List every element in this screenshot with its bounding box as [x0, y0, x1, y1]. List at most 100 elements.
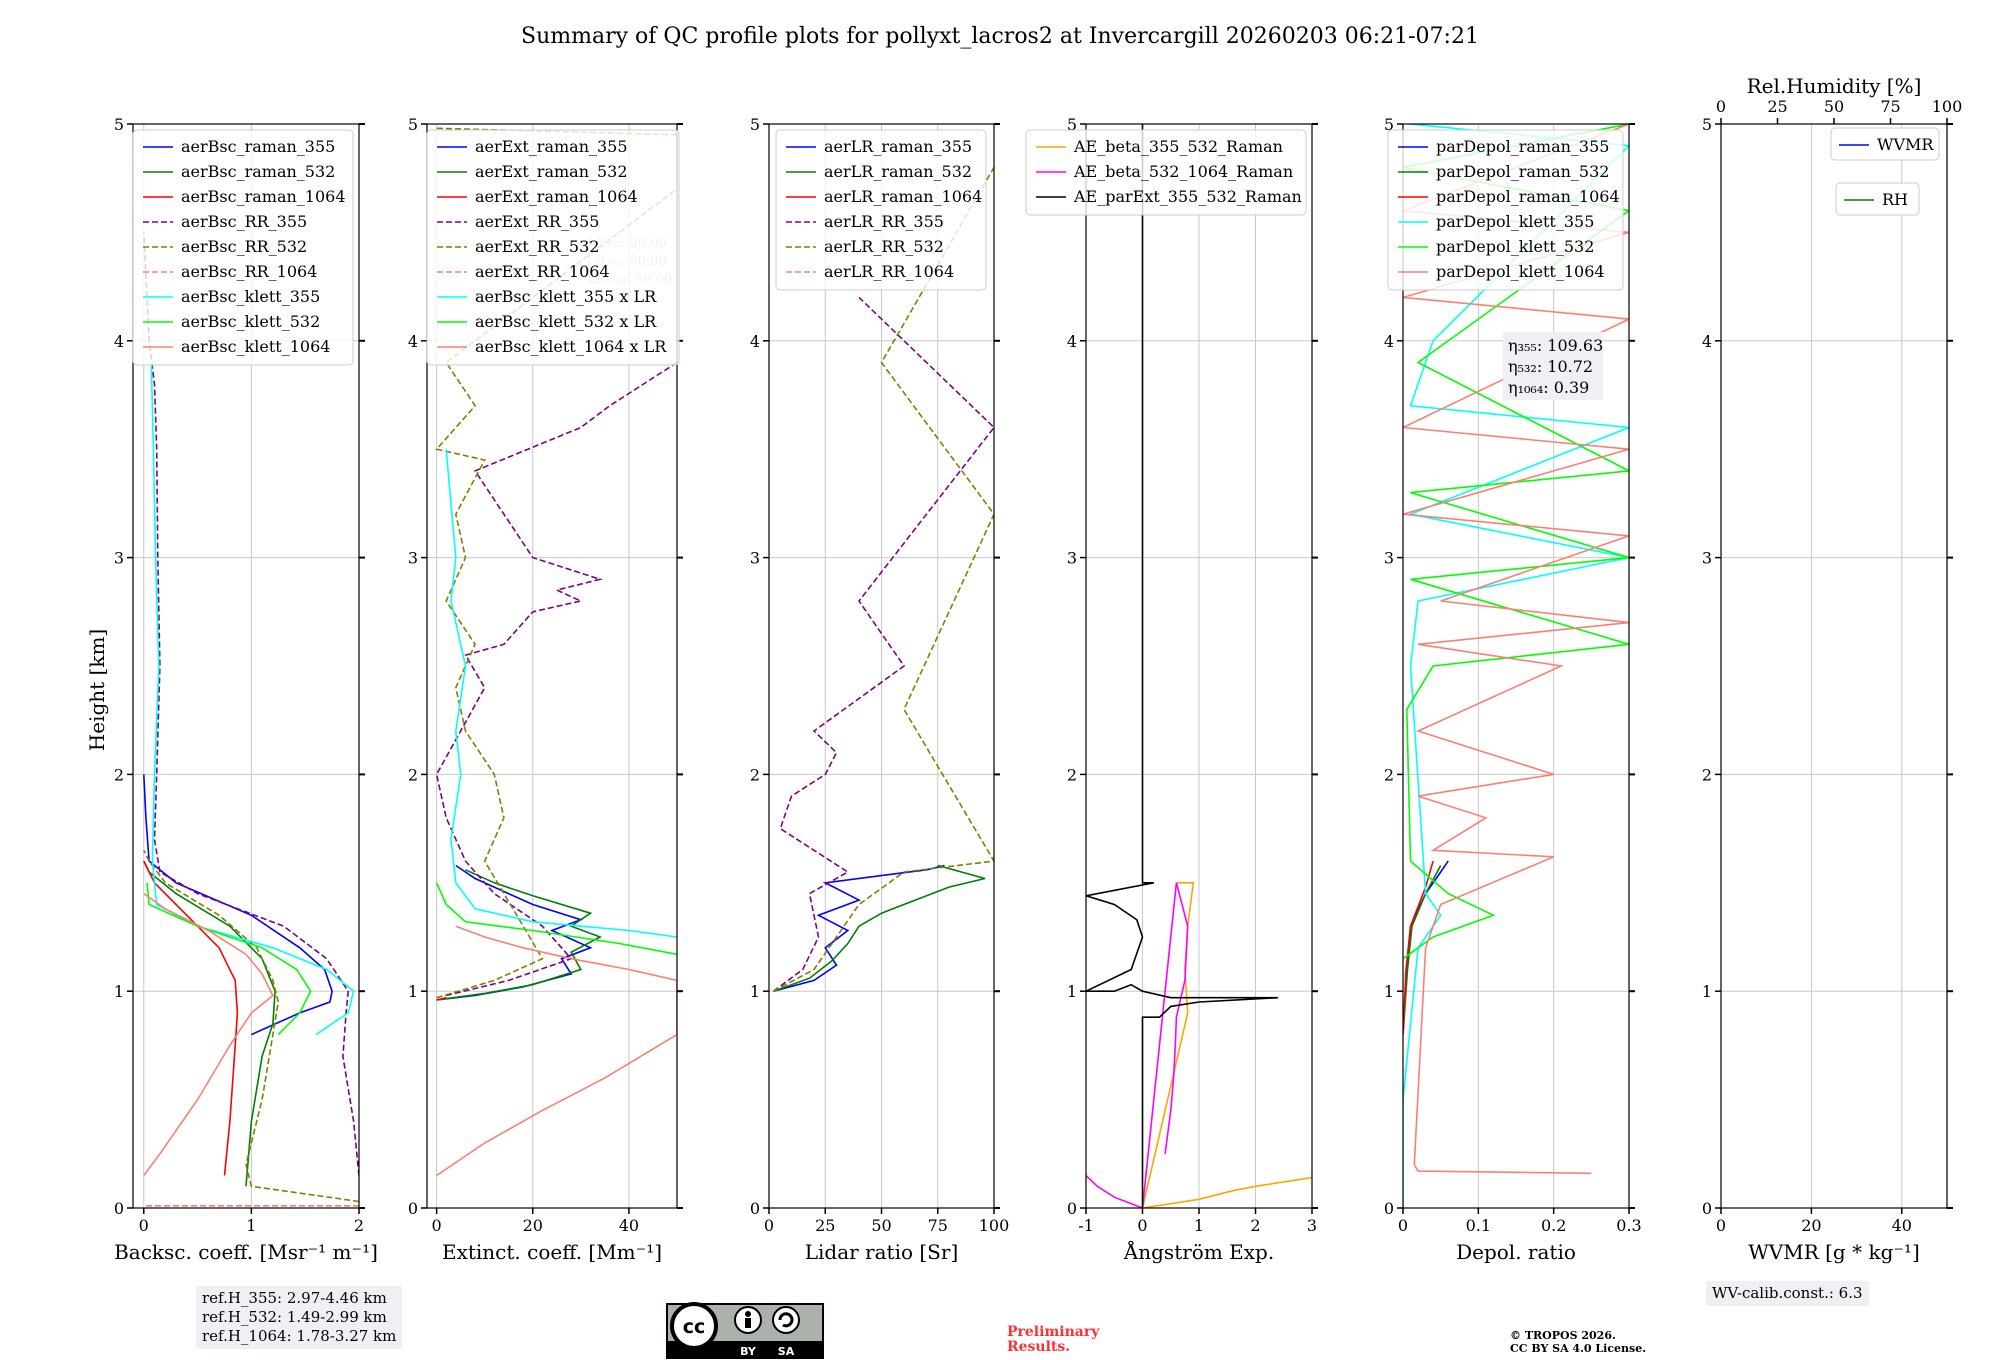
series-line-pardepol-klett-1064: [1403, 124, 1629, 1175]
series-line-ae-beta-355-532-raman: [1141, 881, 1312, 1208]
x-tick-label: 0.2: [1541, 1216, 1566, 1235]
series-line-aerlr-raman-532: [773, 864, 986, 992]
legend-label: parDepol_klett_532: [1436, 237, 1594, 256]
y-tick-label: 3: [1384, 549, 1394, 568]
panel-lr: 0 25 50 75 100 0 1 2 3 4 5 Lidar ratio [Sr] aerLR_ra…: [750, 115, 1009, 1264]
figure-title: Summary of QC profile plots for pollyxt_…: [521, 24, 1479, 49]
y-tick-label: 0: [114, 1199, 124, 1218]
y-tick-label: 4: [750, 332, 760, 351]
legend-label: parDepol_klett_1064: [1436, 262, 1605, 281]
y-tick-label: 3: [750, 549, 760, 568]
x-tick-label: 1: [1194, 1216, 1204, 1235]
eta-box: [1503, 332, 1603, 400]
series-line-pardepol-raman-532: [1403, 865, 1442, 1035]
legend-label: aerBsc_raman_532: [181, 162, 335, 181]
x-tick-label: 20: [523, 1216, 543, 1235]
series-line-aerbsc-klett-1064-x-lr: [436, 925, 677, 1177]
y-tick-label: 5: [1067, 115, 1077, 134]
legend-label: aerBsc_RR_1064: [181, 262, 317, 281]
y-tick-label: 0: [408, 1199, 418, 1218]
series-line-ae-beta-532-1064-raman: [1086, 882, 1189, 1208]
y-tick-label: 4: [1384, 332, 1394, 351]
axes-frame: [1085, 123, 1313, 1209]
legend-label: aerExt_raman_355: [475, 137, 628, 156]
y-tick-label: 2: [1067, 765, 1077, 784]
y-tick-label: 3: [1702, 549, 1712, 568]
y-tick-label: 0: [1384, 1199, 1394, 1218]
y-tick-label: 0: [750, 1199, 760, 1218]
x-tick-label: 100: [979, 1216, 1010, 1235]
cc-by-label: BY: [740, 1345, 757, 1358]
legend-box: [1025, 129, 1307, 216]
y-tick-label: 5: [1384, 115, 1394, 134]
top-tick-label: 0: [1716, 97, 1726, 116]
x-tick-label: 1: [246, 1216, 256, 1235]
legend-box-rh: [1835, 182, 1920, 216]
y-tick-label: 0: [1702, 1199, 1712, 1218]
legend-label: parDepol_raman_355: [1436, 137, 1609, 156]
ref-h-532: ref.H_532: 1.49-2.99 km: [202, 1308, 387, 1326]
x-tick-label: 3: [1307, 1216, 1317, 1235]
x-tick-label: 0: [139, 1216, 149, 1235]
x-axis-label: Extinct. coeff. [Mm⁻¹]: [442, 1240, 662, 1264]
x-axis-label: Ångström Exp.: [1123, 1239, 1274, 1264]
y-tick-label: 5: [750, 115, 760, 134]
preliminary-label: Preliminary: [1007, 1324, 1100, 1340]
x-tick-label: 0: [764, 1216, 774, 1235]
y-tick-label: 2: [1702, 765, 1712, 784]
series-line-aerbsc-rr-532: [143, 849, 359, 1203]
y-tick-label: 4: [114, 332, 124, 351]
series-line-aerbsc-klett-355-x-lr: [445, 449, 677, 938]
legend-label: aerExt_raman_532: [475, 162, 628, 181]
legend-label: parDepol_raman_532: [1436, 162, 1609, 181]
ref-h-1064: ref.H_1064: 1.78-3.27 km: [202, 1327, 397, 1345]
legend-label: aerBsc_klett_1064 x LR: [475, 337, 667, 356]
y-tick-label: 1: [750, 982, 760, 1001]
legend-label: aerBsc_RR_532: [181, 237, 307, 256]
x-tick-label: 40: [619, 1216, 639, 1235]
x-tick-label: 50: [871, 1216, 891, 1235]
reference-height-box: ref.H_355: 2.97-4.46 km ref.H_532: 1.49-…: [196, 1286, 403, 1349]
x-tick-label: -1: [1078, 1216, 1094, 1235]
x-tick-label: 2: [1250, 1216, 1260, 1235]
series-line-aerext-rr-532: [435, 127, 677, 999]
cc-license-badge: cc BY SA: [666, 1302, 824, 1359]
x-tick-label: 0.3: [1616, 1216, 1641, 1235]
legend-label: aerLR_raman_355: [824, 137, 972, 156]
wv-calibration-box: WV-calib.const.: 6.3: [1706, 1281, 1869, 1306]
series-line-aerlr-rr-532: [773, 167, 994, 992]
y-tick-label: 2: [114, 765, 124, 784]
y-tick-label: 1: [408, 982, 418, 1001]
top-tick-label: 50: [1824, 97, 1844, 116]
x-axis-label: Depol. ratio: [1456, 1240, 1576, 1264]
eta-annotation: η₅₃₂: 10.72: [1508, 357, 1593, 376]
y-tick-label: 2: [1384, 765, 1394, 784]
x-tick-label: 0.1: [1466, 1216, 1491, 1235]
legend-label: aerBsc_klett_355 x LR: [475, 287, 657, 306]
axes-frame: [768, 123, 995, 1209]
y-tick-label: 5: [114, 115, 124, 134]
legend-label: AE_beta_532_1064_Raman: [1073, 162, 1293, 181]
series-line-aerbsc-raman-1064: [143, 860, 239, 1176]
x-axis-label: WVMR [g * kg⁻¹]: [1748, 1240, 1920, 1264]
series-line-aerbsc-klett-532: [146, 882, 312, 1036]
legend-label: aerBsc_raman_355: [181, 137, 335, 156]
series-line-pardepol-raman-1064: [1403, 860, 1434, 1035]
x-tick-label: 0: [1716, 1216, 1726, 1235]
legend-label: aerExt_RR_355: [475, 212, 599, 231]
series-line-aerlr-raman-355: [773, 864, 945, 992]
y-tick-label: 2: [750, 765, 760, 784]
legend-label: aerExt_raman_1064: [475, 187, 638, 206]
legend-label: parDepol_raman_1064: [1436, 187, 1620, 206]
legend-label: aerBsc_klett_355: [181, 287, 320, 306]
x-tick-label: 20: [1801, 1216, 1821, 1235]
series-line-ae-parext-355-532-raman: [1086, 124, 1279, 1208]
legend-label: aerExt_RR_532: [475, 237, 599, 256]
legend-label: parDepol_klett_355: [1436, 212, 1594, 231]
y-tick-label: 5: [1702, 115, 1712, 134]
y-tick-label: 3: [114, 549, 124, 568]
y-tick-label: 1: [1067, 982, 1077, 1001]
